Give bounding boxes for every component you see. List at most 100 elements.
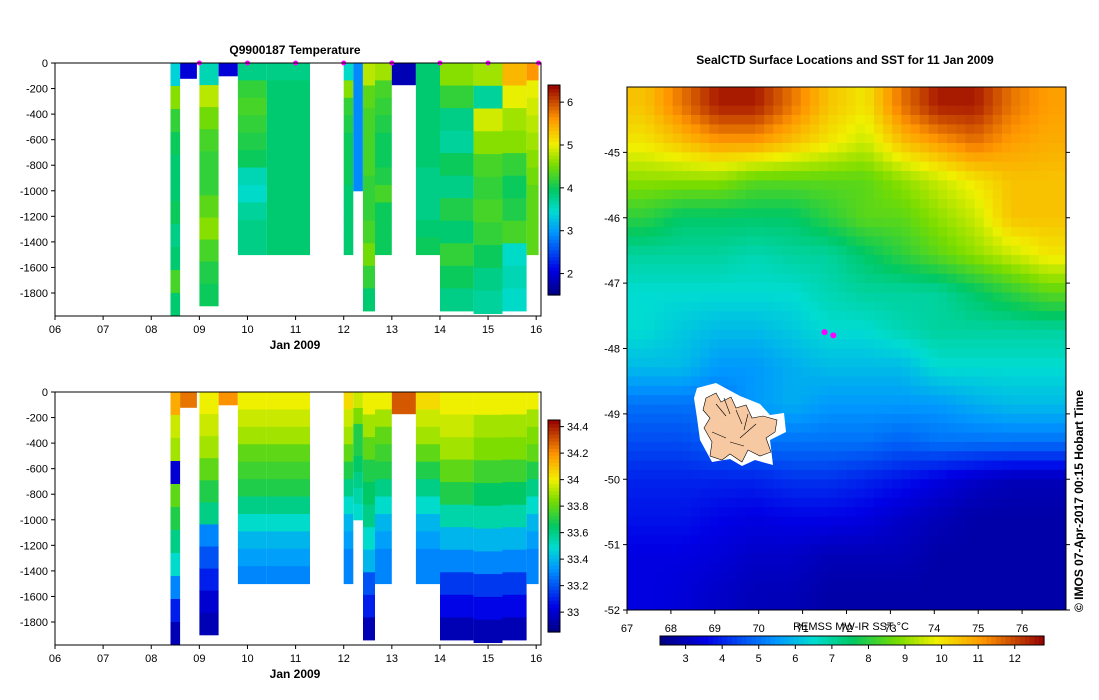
sst-cell xyxy=(736,497,747,508)
sst-cell xyxy=(965,432,976,443)
sst-cell xyxy=(983,413,994,424)
sst-cell xyxy=(764,582,774,592)
sst-cell xyxy=(1038,329,1049,340)
temperature-cell xyxy=(415,63,440,81)
sst-cell xyxy=(1038,161,1049,172)
sst-cell xyxy=(627,385,637,396)
sst-cell xyxy=(782,488,793,499)
sst-cell xyxy=(1038,189,1049,200)
sst-cell xyxy=(663,582,674,592)
sst-cell xyxy=(727,348,738,359)
sst-cell xyxy=(773,227,783,237)
sst-cell xyxy=(691,264,701,275)
salinity-cell xyxy=(526,548,539,567)
sst-cell xyxy=(745,329,756,340)
sst-cell xyxy=(809,236,820,247)
sst-cell xyxy=(1020,199,1030,209)
salinity-cell xyxy=(415,496,440,515)
sst-cell xyxy=(672,236,683,247)
sst-cell xyxy=(947,320,957,331)
sst-cell xyxy=(928,395,939,406)
map-lon-tick-label: 72 xyxy=(840,623,852,635)
sst-cell xyxy=(700,143,710,153)
sst-cell xyxy=(809,582,820,592)
sst-cell xyxy=(1047,451,1058,462)
sst-cell xyxy=(938,189,948,200)
temperature-cell xyxy=(473,245,503,269)
sst-cell xyxy=(974,143,985,153)
sst-cell xyxy=(791,329,802,340)
sst-cell xyxy=(800,451,811,462)
sst-cell xyxy=(773,96,783,107)
sst-colorbar-segment xyxy=(684,636,690,645)
salinity-cell xyxy=(353,487,363,505)
sst-cell xyxy=(645,217,655,228)
sst-cell xyxy=(965,124,976,135)
sst-cell xyxy=(654,413,665,424)
sst-cell xyxy=(718,152,729,163)
salinity-cell xyxy=(440,504,474,528)
sst-cell xyxy=(800,320,811,331)
map-lat-tick-label: -49 xyxy=(604,409,620,421)
temperature-colorbar-tick-label: 5 xyxy=(567,140,573,152)
sst-cell xyxy=(800,143,811,153)
sst-cell xyxy=(1047,404,1058,415)
sst-cell xyxy=(883,469,893,480)
salinity-cell xyxy=(237,444,267,463)
sst-cell xyxy=(992,255,1003,265)
sst-cell xyxy=(681,413,692,424)
sst-cell xyxy=(1056,525,1066,536)
sst-cell xyxy=(974,395,985,406)
sst-cell xyxy=(718,87,729,97)
sst-cell xyxy=(773,404,783,415)
sst-cell xyxy=(736,469,747,480)
sst-cell xyxy=(1002,161,1012,172)
sst-colorbar-segment xyxy=(967,636,973,645)
sst-cell xyxy=(956,245,966,256)
temperature-x-tick-label: 11 xyxy=(290,324,301,336)
sst-cell xyxy=(974,582,985,592)
sst-cell xyxy=(873,385,884,396)
sst-cell xyxy=(828,488,838,499)
sst-cell xyxy=(846,292,857,303)
salinity-cell xyxy=(440,482,474,506)
sst-cell xyxy=(974,236,985,247)
sst-cell xyxy=(983,441,994,452)
sst-cell xyxy=(947,441,957,452)
sst-cell xyxy=(901,199,912,209)
sst-cell xyxy=(709,544,719,555)
salinity-cell xyxy=(237,566,267,585)
temperature-cell xyxy=(170,63,181,87)
sst-cell xyxy=(819,171,829,181)
temperature-colorbar-segment xyxy=(548,120,560,125)
sst-cell xyxy=(755,133,765,144)
sst-cell xyxy=(773,516,783,527)
sst-colorbar-segment xyxy=(952,636,959,645)
temperature-cell xyxy=(415,219,440,238)
sst-cell xyxy=(828,563,838,574)
sst-cell xyxy=(636,600,646,610)
sst-cell xyxy=(992,591,1003,602)
sst-cell xyxy=(1020,124,1030,135)
sst-cell xyxy=(837,264,848,275)
sst-cell xyxy=(709,301,719,312)
sst-cell xyxy=(791,544,802,555)
sst-cell xyxy=(745,591,756,602)
salinity-cell xyxy=(415,548,440,567)
sst-cell xyxy=(974,497,985,508)
temperature-cell xyxy=(266,167,310,186)
salinity-cell xyxy=(266,426,310,445)
sst-cell xyxy=(910,105,921,116)
temperature-cell xyxy=(526,237,539,256)
sst-cell xyxy=(764,96,774,107)
sst-cell xyxy=(809,395,820,406)
sst-colorbar-segment xyxy=(818,636,824,645)
sst-cell xyxy=(800,591,811,602)
sst-cell xyxy=(892,320,902,331)
sst-cell xyxy=(681,385,692,396)
salinity-cell xyxy=(473,596,503,621)
sst-cell xyxy=(663,395,674,406)
temperature-cell xyxy=(199,85,219,108)
sst-cell xyxy=(718,292,729,303)
